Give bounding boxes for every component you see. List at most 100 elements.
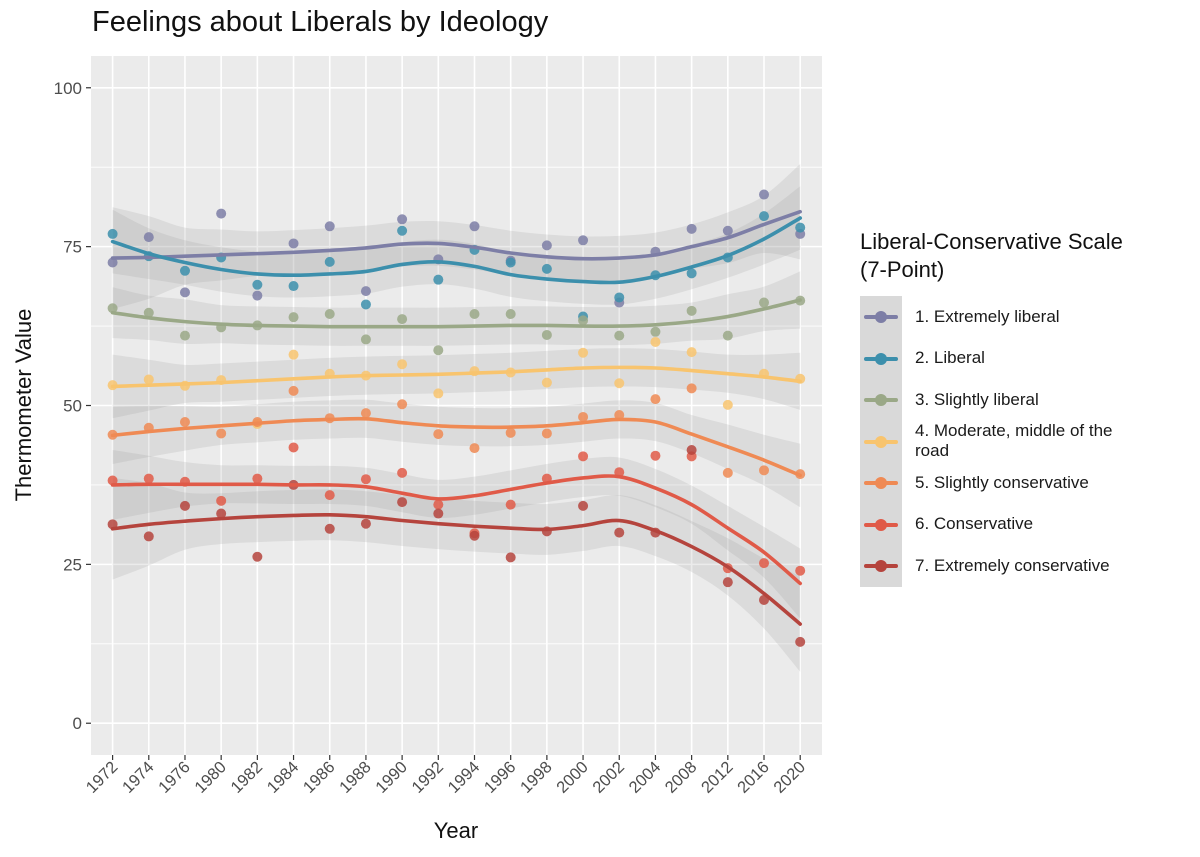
data-point — [360, 474, 371, 485]
x-tick-label: 2008 — [662, 758, 701, 797]
legend-item: 5. Slightly conservative — [860, 462, 1190, 504]
legend-point-swatch — [875, 394, 887, 406]
legend-key — [860, 337, 902, 379]
data-point — [469, 221, 480, 232]
legend-title: Liberal-Conservative Scale (7-Point) — [860, 228, 1190, 284]
x-tick-label: 1984 — [264, 758, 303, 797]
x-tick-label: 1980 — [191, 758, 230, 797]
data-point — [252, 279, 263, 290]
data-point — [179, 265, 190, 276]
legend-label: 4. Moderate, middle of the road — [915, 421, 1113, 461]
data-point — [795, 565, 806, 576]
data-point — [252, 551, 263, 562]
data-point — [397, 359, 408, 370]
data-point — [614, 292, 625, 303]
data-point — [107, 475, 118, 486]
data-point — [433, 508, 444, 519]
legend-label-line: 4. Moderate, middle of the — [915, 421, 1113, 441]
data-point — [505, 257, 516, 268]
data-point — [578, 235, 589, 246]
data-point — [360, 518, 371, 529]
x-tick-label: 2004 — [626, 758, 665, 797]
x-tick-label: 2020 — [770, 758, 809, 797]
data-point — [614, 378, 625, 389]
fit-line — [110, 365, 802, 389]
data-point — [686, 305, 697, 316]
data-point — [288, 385, 299, 396]
data-point — [505, 427, 516, 438]
x-tick-label: 1992 — [408, 758, 447, 797]
data-point — [324, 256, 335, 267]
data-point — [252, 290, 263, 301]
data-point — [360, 299, 371, 310]
legend-item: 2. Liberal — [860, 337, 1190, 379]
legend-label: 5. Slightly conservative — [915, 472, 1089, 492]
data-point — [650, 326, 661, 337]
data-point — [107, 228, 118, 239]
data-point — [795, 636, 806, 647]
legend-label: 6. Conservative — [915, 514, 1034, 534]
data-point — [288, 349, 299, 360]
legend-point-swatch — [875, 435, 887, 448]
data-point — [433, 274, 444, 285]
data-point — [397, 467, 408, 478]
x-tick-label: 1988 — [336, 758, 375, 797]
x-tick-label: 2012 — [698, 758, 737, 797]
legend-item: 1. Extremely liberal — [860, 296, 1190, 338]
data-point — [578, 347, 589, 358]
x-tick-label: 1986 — [300, 758, 339, 797]
data-point — [686, 268, 697, 279]
data-point — [650, 336, 661, 347]
data-point — [686, 444, 697, 455]
legend-point-swatch — [875, 477, 887, 489]
legend-key — [860, 503, 902, 545]
x-tick-label: 2002 — [589, 758, 628, 797]
x-tick-label: 1982 — [227, 758, 266, 797]
data-point — [541, 263, 552, 274]
fit-line — [110, 216, 802, 285]
legend-point-swatch — [875, 352, 887, 365]
confidence-band — [112, 399, 801, 508]
data-point — [179, 417, 190, 428]
data-point — [759, 297, 770, 308]
data-point — [288, 281, 299, 292]
data-point — [505, 499, 516, 510]
data-point — [324, 523, 335, 534]
data-point — [686, 223, 697, 234]
x-tick-label: 1990 — [372, 758, 411, 797]
legend-item: 6. Conservative — [860, 503, 1190, 545]
fit-line — [110, 474, 802, 586]
legend-item: 7. Extremely conservative — [860, 545, 1190, 587]
legend-title-line: (7-Point) — [860, 257, 945, 282]
data-point — [397, 225, 408, 236]
data-point — [107, 257, 118, 268]
y-tick-label: 50 — [63, 397, 82, 416]
data-point — [578, 411, 589, 422]
x-tick-label: 1994 — [445, 758, 484, 797]
data-point — [469, 443, 480, 454]
y-tick-label: 0 — [73, 714, 82, 733]
data-point — [216, 208, 227, 219]
y-tick-label: 25 — [63, 555, 82, 574]
data-point — [216, 508, 227, 519]
data-point — [578, 451, 589, 462]
data-point — [795, 222, 806, 233]
data-point — [469, 530, 480, 541]
data-point — [541, 428, 552, 439]
data-point — [324, 221, 335, 232]
data-point — [433, 499, 444, 510]
fit-line — [110, 512, 802, 626]
data-point — [143, 531, 154, 542]
y-tick-label: 100 — [54, 79, 82, 98]
data-point — [505, 308, 516, 319]
data-point — [433, 345, 444, 356]
data-point — [216, 495, 227, 506]
data-point — [541, 329, 552, 340]
data-point — [107, 303, 118, 314]
fit-lines — [110, 209, 802, 626]
confidence-band — [112, 164, 801, 309]
data-point — [288, 442, 299, 453]
legend-key — [860, 296, 902, 338]
y-tick-label: 75 — [63, 238, 82, 257]
